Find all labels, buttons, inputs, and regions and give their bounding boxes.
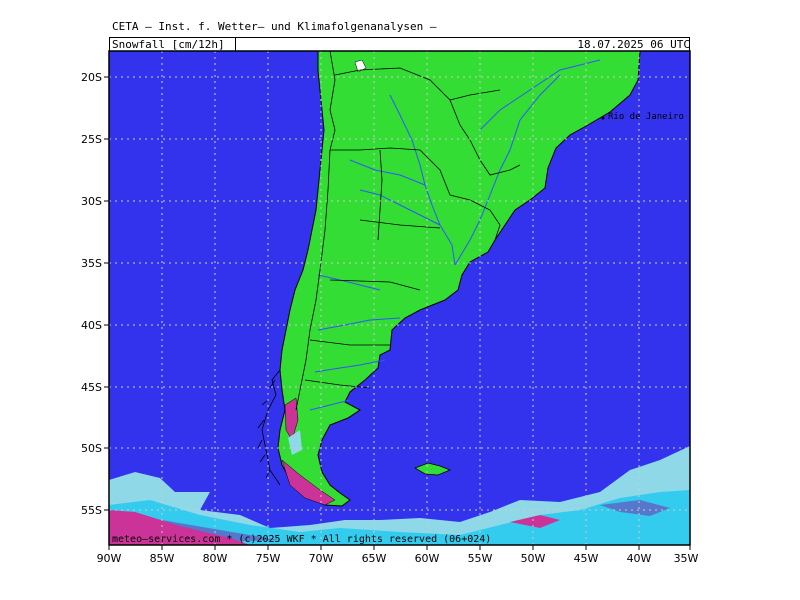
lat-label: 45S — [81, 381, 102, 394]
city-label: Rio de Janeiro — [608, 112, 684, 122]
lon-label: 55W — [468, 552, 493, 565]
lon-label: 60W — [415, 552, 440, 565]
lat-label: 35S — [81, 257, 102, 270]
lat-label: 40S — [81, 319, 102, 332]
snow-patagonia-light — [288, 430, 302, 455]
city-marker — [601, 116, 605, 120]
snow-heavy-area-west — [109, 510, 250, 545]
snowfall-areas — [109, 446, 690, 545]
snow-mid-area-east — [600, 500, 670, 516]
lon-label: 85W — [150, 552, 175, 565]
lon-label: 75W — [256, 552, 281, 565]
country-borders — [295, 50, 521, 411]
valid-datetime: 18.07.2025 06 UTC — [577, 38, 690, 51]
south-america-land — [277, 50, 641, 507]
lon-label: 45W — [574, 552, 599, 565]
header-separator — [235, 37, 236, 51]
lat-label: 55S — [81, 504, 102, 517]
header-box — [109, 37, 690, 51]
copyright-footer: meteo—services.com * (c)2025 WKF * All r… — [112, 534, 492, 545]
snow-patagonia-north — [284, 397, 299, 441]
tick-marks — [104, 76, 691, 550]
lon-label: 40W — [627, 552, 652, 565]
lat-label: 25S — [81, 133, 102, 146]
falkland-islands — [414, 462, 452, 476]
rivers — [309, 59, 601, 411]
map-title: CETA — Inst. f. Wetter— und Klimafolgena… — [112, 20, 437, 33]
lat-lon-grid — [109, 51, 690, 545]
lon-label: 70W — [309, 552, 334, 565]
lon-label: 80W — [203, 552, 228, 565]
snow-heavy-area-east — [510, 515, 560, 528]
lon-label: 35W — [674, 552, 699, 565]
lon-label: 50W — [521, 552, 546, 565]
snow-cyan-area — [109, 490, 690, 545]
lat-label: 50S — [81, 442, 102, 455]
latitude-labels: 20S 25S 30S 35S 40S 45S 50S 55S — [81, 71, 102, 517]
lat-label: 20S — [81, 71, 102, 84]
snow-patagonia-south — [281, 459, 336, 506]
lat-label: 30S — [81, 195, 102, 208]
longitude-labels: 90W 85W 80W 75W 70W 65W 60W 55W 50W 45W … — [97, 552, 699, 565]
map-frame — [108, 50, 691, 546]
lon-label: 65W — [362, 552, 387, 565]
chile-coast — [257, 369, 281, 486]
lake-titicaca — [354, 59, 367, 73]
lon-label: 90W — [97, 552, 122, 565]
field-label: Snowfall [cm/12h] — [112, 38, 225, 51]
